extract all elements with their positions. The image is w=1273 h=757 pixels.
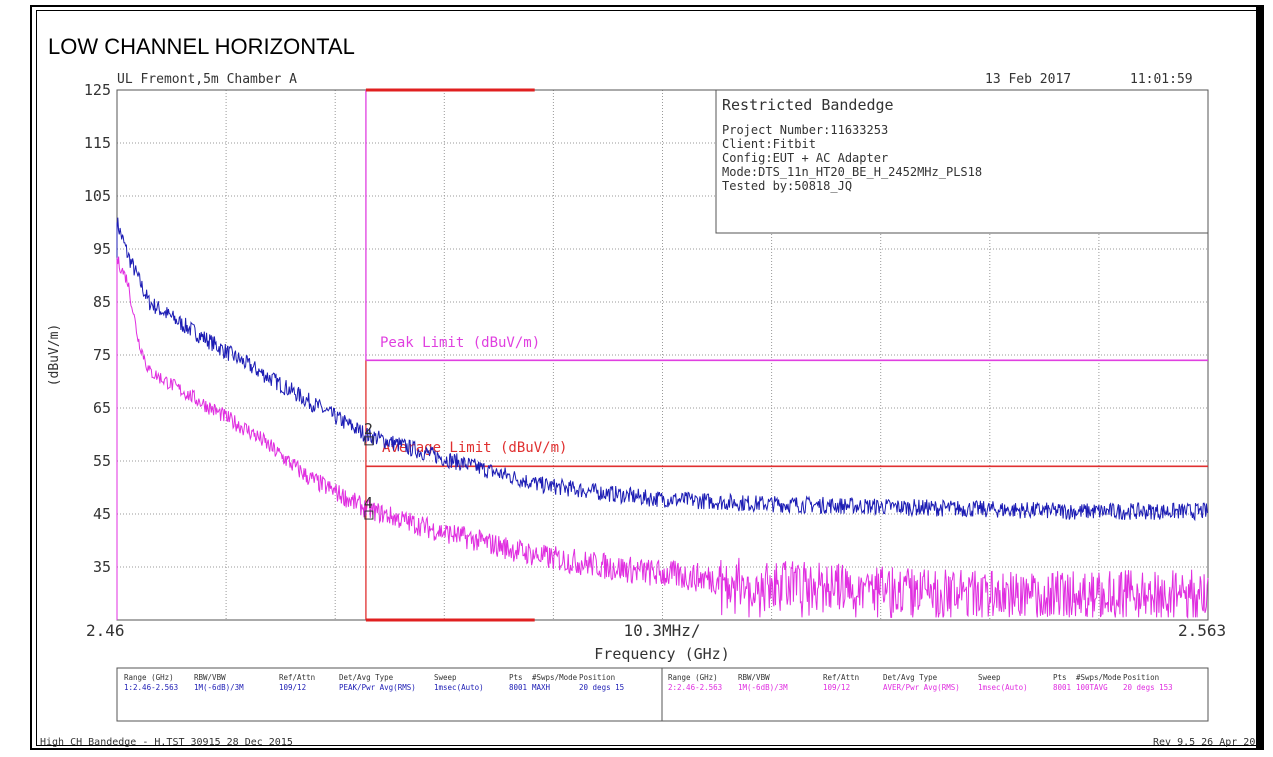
date-label: 13 Feb 2017 [985,72,1071,87]
info-line: Config:EUT + AC Adapter [722,151,888,165]
settings-header: Range (GHz) [668,673,718,682]
settings-value: 2:2.46-2.563 [668,683,722,692]
y-tick-label: 115 [84,134,111,152]
settings-header: RBW/VBW [738,673,770,682]
settings-header: Pts [1053,673,1067,682]
x-min-label: 2.46 [86,621,125,640]
settings-value: 109/12 [279,683,306,692]
settings-value: AVER/Pwr Avg(RMS) [883,683,960,692]
time-label: 11:01:59 [1130,72,1193,87]
x-axis-title: Frequency (GHz) [594,645,729,663]
settings-value: 1msec(Auto) [434,683,484,692]
settings-header: RBW/VBW [194,673,226,682]
marker-diamond [364,510,374,520]
limit-lines [365,88,1208,622]
page-title: LOW CHANNEL HORIZONTAL [48,34,355,59]
info-box-title: Restricted Bandedge [722,96,894,114]
footer-left: High CH Bandedge - H.TST 30915 28 Dec 20… [40,737,293,748]
settings-header: Det/Avg Type [339,673,394,682]
settings-header: #Swps/Mode [532,673,578,682]
settings-value: 1:2.46-2.563 [124,683,178,692]
settings-value: 1M(-6dB)/3M [738,683,788,692]
settings-value: MAXH [532,683,551,692]
settings-header: Position [1123,673,1159,682]
y-tick-label: 55 [93,452,111,470]
settings-header: Sweep [978,673,1001,682]
x-max-label: 2.563 [1178,621,1226,640]
y-tick-label: 125 [84,81,111,99]
marker-label: 2 [364,420,373,438]
settings-value: 1msec(Auto) [978,683,1028,692]
settings-header: Range (GHz) [124,673,174,682]
settings-header: Ref/Attn [279,673,315,682]
marker-label: 4 [364,494,373,512]
settings-value: 20 degs 153 [1123,683,1173,692]
settings-value: 1M(-6dB)/3M [194,683,244,692]
y-tick-label: 65 [93,399,111,417]
settings-header: Pts [509,673,523,682]
frame-edge-bar [1256,5,1264,750]
info-line: Tested by:50818_JQ [722,179,852,193]
y-tick-label: 35 [93,558,111,576]
info-box [715,89,1209,234]
settings-value: 8001 [1053,683,1071,692]
settings-value: 8001 [509,683,527,692]
marker-diamond [364,436,374,446]
footer-right: Rev 9.5 26 Apr 20 [1153,737,1255,748]
y-axis-title: (dBuV/m) [47,324,62,387]
trace-series-2 [116,256,1209,620]
y-tick-labels: 125 115 105 95 85 75 65 55 45 35 [84,81,111,576]
x-center-label: 10.3MHz/ [623,621,700,640]
settings-value: 109/12 [823,683,850,692]
settings-header: Ref/Attn [823,673,859,682]
traces [116,217,1209,620]
settings-value: PEAK/Pwr Avg(RMS) [339,683,416,692]
settings-header: #Swps/Mode [1076,673,1122,682]
y-tick-label: 95 [93,240,111,258]
settings-value: 20 degs 15 [579,683,624,692]
peak-limit-label: Peak Limit (dBuV/m) [380,335,540,351]
site-label: UL Fremont,5m Chamber A [117,72,297,87]
settings-value: 100TAVG [1076,683,1108,692]
y-tick-label: 105 [84,187,111,205]
info-line: Project Number:11633253 [722,123,888,137]
settings-header: Position [579,673,615,682]
trace-series-1 [116,217,1209,522]
y-tick-label: 85 [93,293,111,311]
info-line: Client:Fitbit [722,137,816,151]
y-tick-label: 75 [93,346,111,364]
y-tick-label: 45 [93,505,111,523]
markers: 24 [364,420,374,520]
settings-header: Det/Avg Type [883,673,938,682]
settings-cells: Range (GHz) RBW/VBW Ref/Attn Det/Avg Type Sw… [124,673,1173,692]
settings-header: Sweep [434,673,457,682]
info-line: Mode:DTS_11n_HT20_BE_H_2452MHz_PLS18 [722,165,982,179]
